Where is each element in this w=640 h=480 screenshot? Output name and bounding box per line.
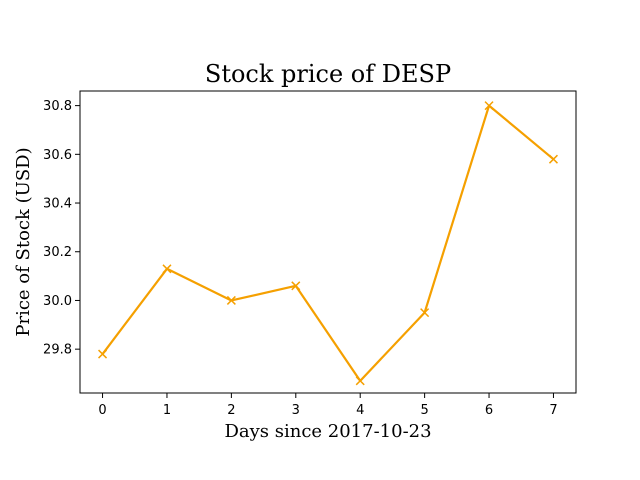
x-tick-label-3: 3 (292, 403, 300, 418)
data-point-1 (162, 264, 172, 274)
series-line-0 (101, 104, 555, 382)
chart-title: Stock price of DESP (205, 60, 451, 88)
x-axis-label: Days since 2017-10-23 (224, 421, 431, 442)
plot-area: 0 1 2 3 4 5 6 7 29.8 30.0 30.2 30.4 30.6 30.8 (43, 90, 577, 418)
x-tick-label-6: 6 (485, 403, 493, 418)
data-point-7 (548, 154, 558, 164)
y-axis-label: Price of Stock (USD) (13, 147, 34, 336)
y-tick-label-4: 30.6 (43, 148, 72, 163)
y-tick-label-2: 30.2 (43, 245, 72, 260)
y-tick-label-1: 30.0 (43, 294, 72, 309)
data-point-3 (291, 281, 301, 291)
data-point-0 (98, 349, 108, 359)
x-tick-label-0: 0 (98, 403, 106, 418)
y-tick-label-0: 29.8 (43, 343, 72, 358)
data-point-2 (226, 295, 236, 305)
plot-frame (79, 90, 577, 394)
x-tick-label-4: 4 (356, 403, 364, 418)
y-tick-label-5: 30.8 (43, 99, 72, 114)
data-point-5 (420, 308, 430, 318)
data-point-6 (484, 101, 494, 111)
x-tick-label-7: 7 (549, 403, 557, 418)
data-point-4 (355, 376, 365, 386)
y-tick-label-3: 30.4 (43, 197, 72, 212)
x-tick-label-1: 1 (163, 403, 171, 418)
x-tick-label-2: 2 (227, 403, 235, 418)
x-tick-label-5: 5 (420, 403, 428, 418)
